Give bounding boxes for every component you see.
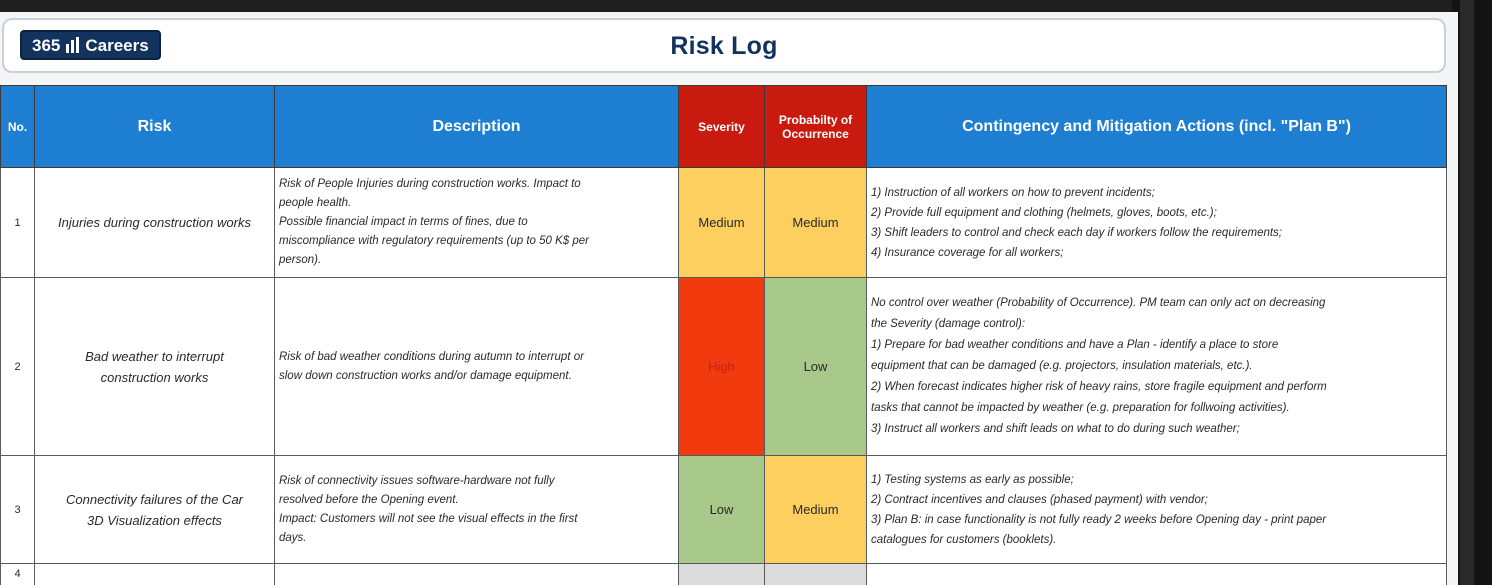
row-number[interactable]: 4 bbox=[0, 563, 35, 585]
mitigation-line: catalogues for customers (booklets). bbox=[871, 533, 1057, 546]
description-cell[interactable]: Risk of bad weather conditions during au… bbox=[274, 277, 679, 456]
mitigation-line: No control over weather (Probability of … bbox=[871, 297, 1326, 309]
header-mitigation[interactable]: Contingency and Mitigation Actions (incl… bbox=[866, 85, 1447, 168]
description-line: Possible financial impact in terms of fi… bbox=[279, 216, 528, 228]
mitigation-line: 1) Instruction of all workers on how to … bbox=[871, 186, 1155, 199]
table-row: 1 Injuries during construction works Ris… bbox=[0, 167, 1447, 278]
spreadsheet-area: 365 Careers Risk Log No. Risk Descriptio… bbox=[0, 12, 1458, 585]
mitigation-line: 4) Insurance coverage for all workers; bbox=[871, 246, 1064, 259]
probability-cell[interactable]: Low bbox=[764, 277, 867, 456]
header-bar: 365 Careers Risk Log bbox=[2, 18, 1446, 73]
mitigation-line: tasks that cannot be impacted by weather… bbox=[871, 402, 1290, 414]
description-cell[interactable] bbox=[274, 563, 679, 585]
risk-line: Connectivity failures of the Car bbox=[65, 491, 244, 507]
severity-cell[interactable]: Low bbox=[678, 455, 765, 564]
365-careers-logo: 365 Careers bbox=[20, 30, 161, 60]
mitigation-line: equipment that can be damaged (e.g. proj… bbox=[871, 360, 1253, 372]
page-title: Risk Log bbox=[670, 32, 778, 60]
mitigation-line: 3) Shift leaders to control and check ea… bbox=[871, 226, 1283, 239]
mitigation-line: 2) When forecast indicates higher risk o… bbox=[871, 381, 1327, 393]
table-header-row: No. Risk Description Severity Probabilty… bbox=[0, 85, 1447, 168]
mitigation-line: 2) Contract incentives and clauses (phas… bbox=[871, 493, 1208, 506]
row-number[interactable]: 2 bbox=[0, 277, 35, 456]
mitigation-line: 1) Prepare for bad weather conditions an… bbox=[871, 339, 1279, 351]
mitigation-cell[interactable] bbox=[866, 563, 1447, 585]
header-severity[interactable]: Severity bbox=[678, 85, 765, 168]
description-line: person). bbox=[279, 254, 322, 266]
screen-top-bezel bbox=[0, 0, 1492, 12]
risk-line: construction works bbox=[100, 369, 209, 385]
risk-cell[interactable]: Bad weather to interrupt construction wo… bbox=[34, 277, 275, 456]
severity-cell[interactable]: Medium bbox=[678, 167, 765, 278]
mitigation-cell[interactable]: 1) Instruction of all workers on how to … bbox=[866, 167, 1447, 278]
header-probability[interactable]: Probabilty of Occurrence bbox=[764, 85, 867, 168]
mitigation-cell[interactable]: No control over weather (Probability of … bbox=[866, 277, 1447, 456]
risk-line: 3D Visualization effects bbox=[87, 512, 222, 528]
description-line: Risk of People Injuries during construct… bbox=[279, 178, 581, 190]
mitigation-cell[interactable]: 1) Testing systems as early as possible;… bbox=[866, 455, 1447, 564]
mitigation-line: 3) Instruct all workers and shift leads … bbox=[871, 423, 1240, 435]
row-number[interactable]: 1 bbox=[0, 167, 35, 278]
mitigation-line: the Severity (damage control): bbox=[871, 318, 1026, 330]
description-line: people health. bbox=[279, 197, 352, 209]
severity-cell[interactable]: High bbox=[678, 277, 765, 456]
description-line: days. bbox=[279, 531, 307, 544]
description-cell[interactable]: Risk of People Injuries during construct… bbox=[274, 167, 679, 278]
probability-cell[interactable] bbox=[764, 563, 867, 585]
header-probability-line: Probabilty of bbox=[778, 112, 853, 127]
probability-cell[interactable]: Medium bbox=[764, 455, 867, 564]
description-line: Risk of bad weather conditions during au… bbox=[279, 350, 584, 363]
header-probability-line: Occurrence bbox=[782, 126, 849, 141]
table-row: 2 Bad weather to interrupt construction … bbox=[0, 277, 1447, 456]
risk-line: Bad weather to interrupt bbox=[85, 348, 224, 364]
risk-cell[interactable]: Connectivity failures of the Car 3D Visu… bbox=[34, 455, 275, 564]
description-line: resolved before the Opening event. bbox=[279, 493, 459, 506]
mitigation-line: 3) Plan B: in case functionality is not … bbox=[871, 513, 1327, 526]
table-row: 3 Connectivity failures of the Car 3D Vi… bbox=[0, 455, 1447, 564]
window-edge bbox=[1460, 0, 1474, 585]
mitigation-line: 1) Testing systems as early as possible; bbox=[871, 473, 1074, 486]
table-row: 4 bbox=[0, 563, 1447, 585]
logo-word: Careers bbox=[85, 35, 149, 55]
logo-number: 365 bbox=[32, 35, 61, 55]
severity-cell[interactable] bbox=[678, 563, 765, 585]
description-line: Risk of connectivity issues software-har… bbox=[279, 474, 555, 487]
risk-cell[interactable] bbox=[34, 563, 275, 585]
risk-cell[interactable]: Injuries during construction works bbox=[34, 167, 275, 278]
probability-cell[interactable]: Medium bbox=[764, 167, 867, 278]
bar-chart-icon bbox=[66, 37, 80, 53]
header-description[interactable]: Description bbox=[274, 85, 679, 168]
screen-right-bezel bbox=[1452, 0, 1492, 585]
description-line: slow down construction works and/or dama… bbox=[279, 369, 572, 382]
header-risk[interactable]: Risk bbox=[34, 85, 275, 168]
description-cell[interactable]: Risk of connectivity issues software-har… bbox=[274, 455, 679, 564]
risk-line: Injuries during construction works bbox=[58, 215, 251, 230]
description-line: miscompliance with regulatory requiremen… bbox=[279, 235, 590, 247]
mitigation-line: 2) Provide full equipment and clothing (… bbox=[871, 206, 1217, 219]
header-no[interactable]: No. bbox=[0, 85, 35, 168]
risk-log-table: No. Risk Description Severity Probabilty… bbox=[0, 85, 1447, 585]
description-line: Impact: Customers will not see the visua… bbox=[279, 512, 578, 525]
row-number[interactable]: 3 bbox=[0, 455, 35, 564]
